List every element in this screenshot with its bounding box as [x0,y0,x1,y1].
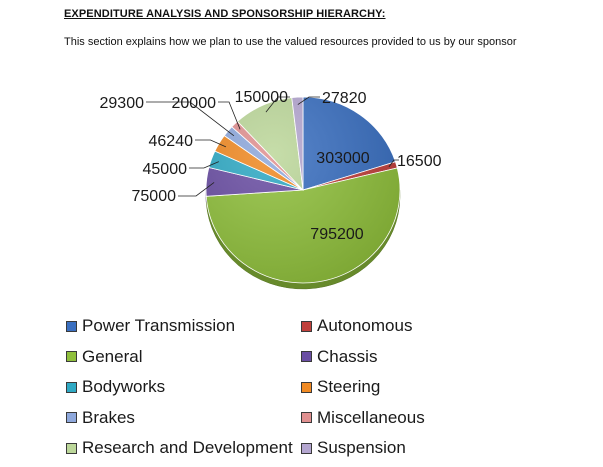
leader-line-steering [195,139,227,148]
data-label-bodyworks: 45000 [143,161,188,178]
legend-label-bodyworks: Bodyworks [82,377,166,396]
data-label-chassis: 75000 [132,188,177,205]
pie-slice-suspension [291,96,304,191]
leader-line-research-and-development [265,96,290,113]
leader-line-brakes [146,101,235,137]
legend-swatch-power-transmission [66,320,77,332]
legend-label-miscellaneous: Miscellaneous [317,407,425,427]
legend-swatch-general [66,351,77,362]
legend-swatch-bodyworks [66,381,77,393]
leader-line-miscellaneous [218,101,241,130]
legend-item-power-transmission: Power Transmission [66,316,235,336]
legend-item-general: General [66,347,142,367]
data-label-general: 795200 [310,226,363,243]
legend-label-general: General [82,346,143,366]
legend-label-research-and-development: Research and Development [82,438,293,457]
legend-item-brakes: Brakes [66,408,135,428]
data-label-suspension: 27820 [322,90,367,107]
legend-label-chassis: Chassis [317,346,378,366]
data-label-brakes: 29300 [100,95,145,112]
pie-slice-power-transmission [302,96,396,191]
legend-label-power-transmission: Power Transmission [82,316,236,335]
leader-line-chassis [178,182,215,197]
legend-item-bodyworks: Bodyworks [66,377,165,397]
legend-swatch-miscellaneous [301,412,312,423]
legend-item-miscellaneous: Miscellaneous [301,408,425,428]
data-label-miscellaneous: 20000 [172,95,217,112]
legend-swatch-brakes [66,412,77,423]
legend-swatch-research-and-development [66,442,77,454]
leader-line-autonomous [388,159,399,168]
chart-legend: Power Transmission Autonomous General Chass… [66,316,546,466]
section-intro: This section explains how we plan to use… [64,36,517,48]
legend-item-research-and-development: Research and Development [66,438,293,458]
legend-swatch-suspension [301,442,312,454]
legend-item-suspension: Suspension [301,438,406,458]
data-label-research-and-development: 150000 [235,89,288,106]
section-heading: EXPENDITURE ANALYSIS AND SPONSORSHIP HIE… [64,8,386,20]
data-label-steering: 46240 [149,133,194,150]
legend-swatch-autonomous [301,320,312,332]
legend-item-steering: Steering [301,377,380,397]
legend-swatch-chassis [301,351,312,362]
legend-label-brakes: Brakes [82,407,135,427]
pie-slice-general [205,167,401,284]
leader-line-bodyworks [189,161,219,169]
legend-swatch-steering [301,381,312,393]
legend-item-chassis: Chassis [301,347,377,367]
legend-label-autonomous: Autonomous [317,316,413,335]
data-label-autonomous: 16500 [397,153,442,170]
legend-label-suspension: Suspension [317,438,406,457]
legend-item-autonomous: Autonomous [301,316,412,336]
data-label-power-transmission: 303000 [316,150,369,167]
leader-line-suspension [297,96,320,105]
legend-label-steering: Steering [317,377,381,396]
